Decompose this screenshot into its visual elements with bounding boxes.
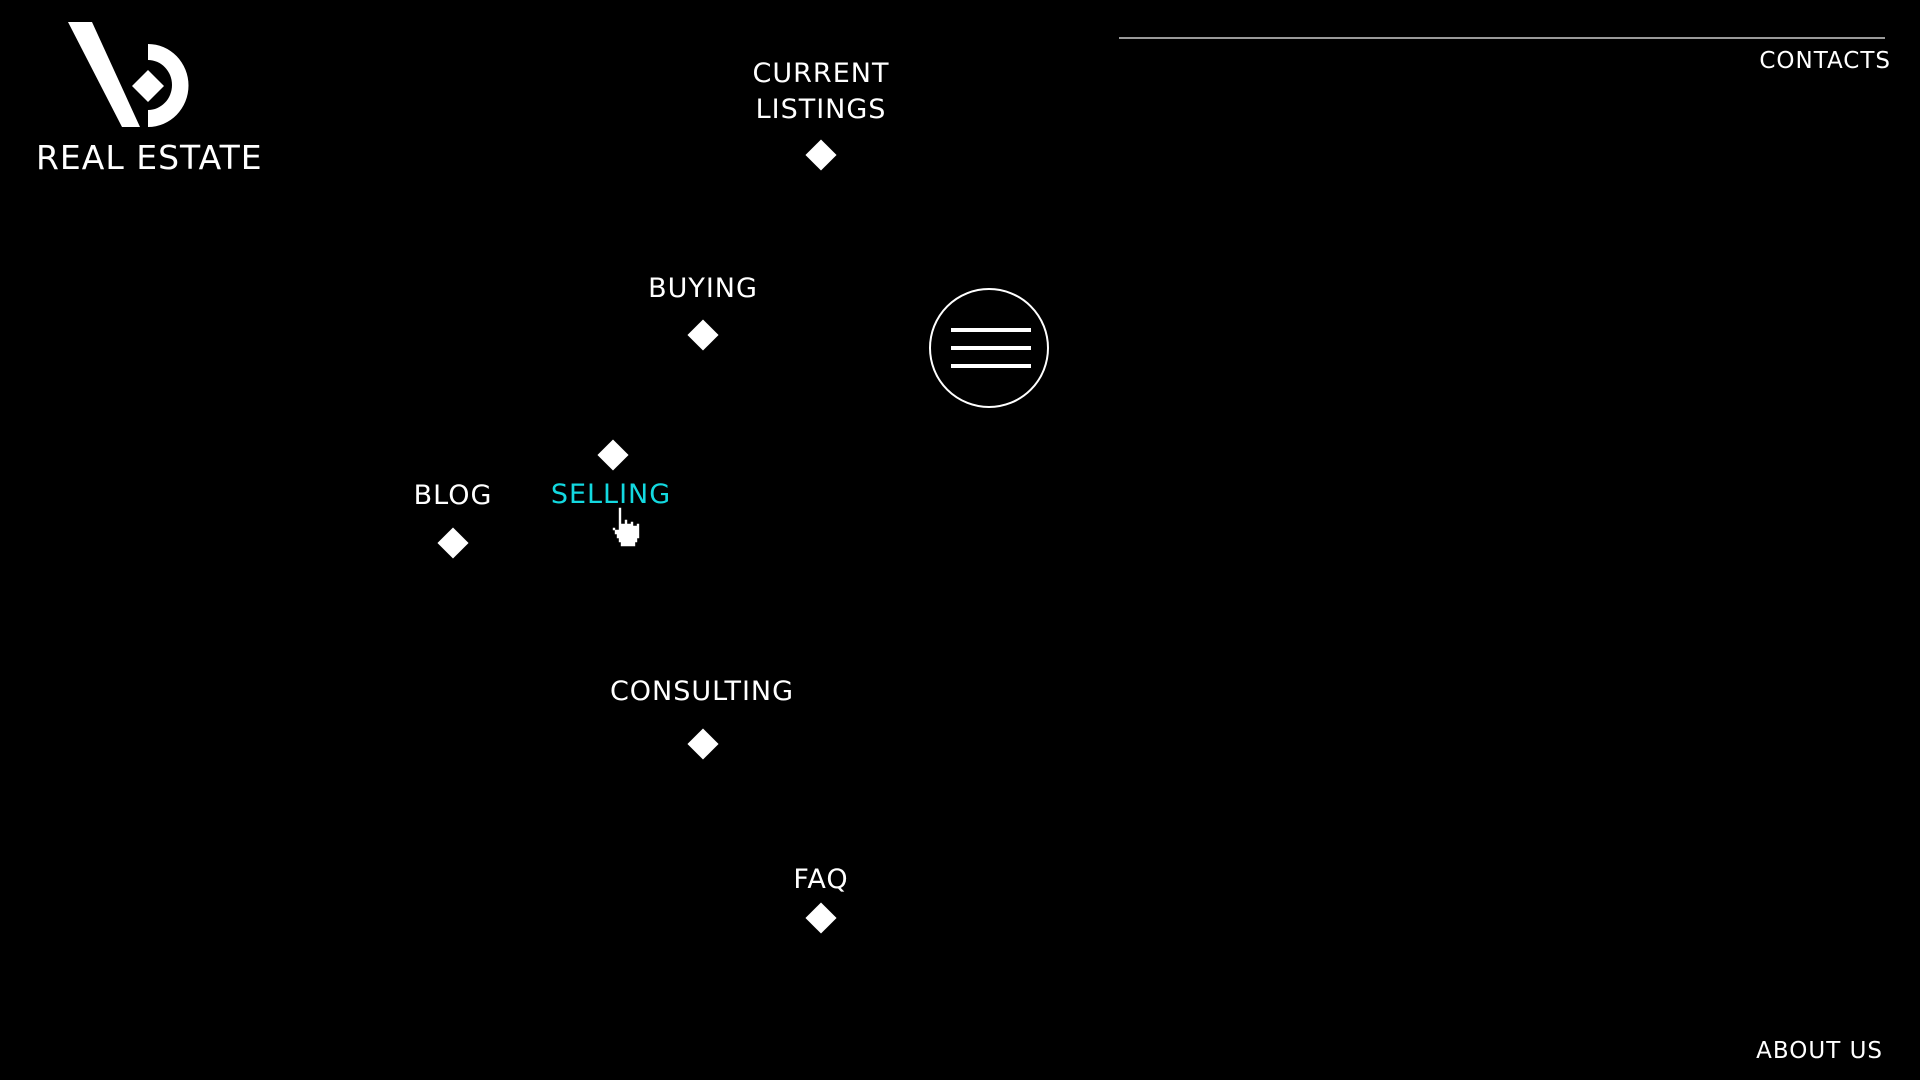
nav-label-buying: BUYING (648, 273, 758, 304)
about-us-link[interactable]: ABOUT US (1756, 1038, 1883, 1064)
nav-item-faq[interactable]: FAQ (793, 862, 848, 898)
hamburger-bar-top (951, 328, 1031, 332)
nav-label-selling: SELLING (550, 479, 672, 510)
nav-diamond-consulting[interactable] (687, 728, 719, 760)
nav-diamond-current-listings[interactable] (805, 139, 837, 171)
nav-diamond-selling[interactable] (597, 439, 629, 471)
nav-label-consulting: CONSULTING (609, 676, 795, 707)
hamburger-bar-bottom (951, 364, 1031, 368)
nav-item-current-listings[interactable]: CURRENT LISTINGS (753, 56, 890, 128)
nav-label-blog: BLOG (413, 480, 493, 511)
nav-diamond-faq[interactable] (805, 902, 837, 934)
top-divider (1119, 37, 1885, 39)
hamburger-bar-middle (951, 346, 1031, 350)
logo[interactable]: REAL ESTATE (34, 20, 262, 180)
nav-label-current-listings-line2: LISTINGS (755, 94, 887, 125)
nav-diamond-buying[interactable] (687, 319, 719, 351)
logo-text: REAL ESTATE (36, 138, 263, 177)
hand-pointer-icon (611, 506, 641, 548)
nav-item-blog[interactable]: BLOG (414, 478, 493, 514)
nav-label-faq: FAQ (793, 864, 849, 895)
nav-item-consulting[interactable]: CONSULTING (610, 674, 794, 710)
nav-diamond-blog[interactable] (437, 527, 469, 559)
nav-label-current-listings-line1: CURRENT (752, 58, 890, 89)
nav-item-selling[interactable]: SELLING (551, 477, 671, 513)
contacts-link[interactable]: CONTACTS (1759, 48, 1891, 74)
nav-item-buying[interactable]: BUYING (648, 271, 758, 307)
vd-monogram-icon (68, 22, 189, 127)
menu-button[interactable] (929, 288, 1049, 408)
